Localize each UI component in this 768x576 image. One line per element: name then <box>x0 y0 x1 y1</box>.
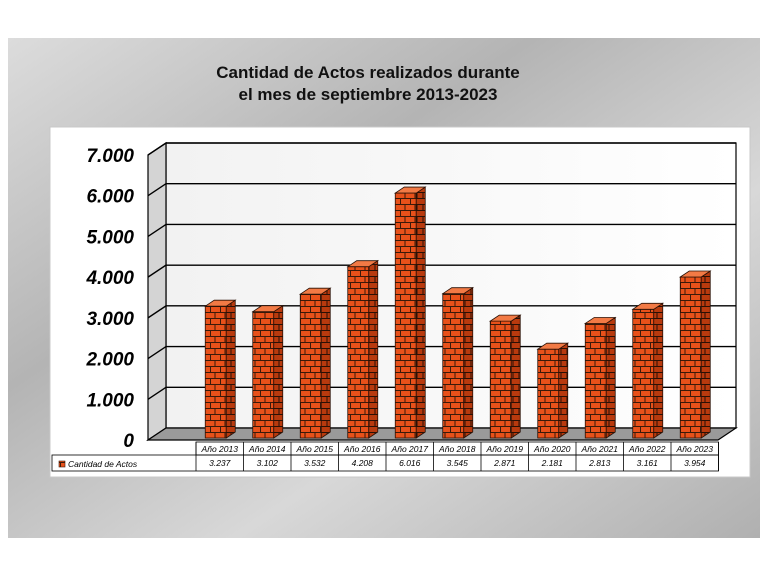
legend-key: Cantidad de Actos <box>58 459 138 469</box>
category-label: Año 2022 <box>628 444 666 454</box>
bar-side <box>273 304 284 439</box>
bar <box>583 316 617 439</box>
category-label: Año 2017 <box>391 444 429 454</box>
bar <box>346 259 380 439</box>
bar-top <box>203 299 237 307</box>
bar <box>631 302 665 439</box>
bar-front <box>584 323 607 439</box>
y-tick-label: 5.000 <box>86 227 134 248</box>
bar <box>393 186 427 439</box>
bar-front <box>394 192 417 439</box>
category-label: Año 2018 <box>438 444 476 454</box>
value-label: 3.954 <box>684 458 706 468</box>
bar-side <box>225 299 236 439</box>
gridline-side <box>147 345 167 360</box>
category-label: Año 2023 <box>676 444 714 454</box>
gridline-side <box>147 142 167 156</box>
bar-front <box>252 311 275 439</box>
bar-top <box>678 270 712 278</box>
y-tick-label: 2.000 <box>85 350 134 371</box>
category-label: Año 2019 <box>486 444 524 454</box>
value-label: 3.545 <box>447 458 469 468</box>
category-label: Año 2014 <box>248 444 286 454</box>
gridline-side <box>147 183 167 197</box>
gridline-side <box>147 264 167 278</box>
bar-front <box>537 348 560 439</box>
category-label: Año 2016 <box>343 444 381 454</box>
bar-side <box>605 316 616 439</box>
bar <box>251 304 285 439</box>
value-label: 4.208 <box>352 458 374 468</box>
legend-swatch <box>58 460 66 468</box>
data-table: Cantidad de Actos Año 2013 3.237 Año 2014 3… <box>51 441 719 472</box>
bar-top <box>441 287 475 295</box>
bar-front <box>204 305 227 439</box>
bar-side <box>558 342 569 439</box>
bar <box>536 342 570 439</box>
bar <box>203 299 237 439</box>
bar <box>298 287 332 439</box>
gridline-side <box>147 223 167 238</box>
category-label: Año 2020 <box>533 444 571 454</box>
value-label: 3.102 <box>257 458 279 468</box>
value-label: 2.871 <box>493 458 516 468</box>
bar-side <box>510 314 521 439</box>
bar-side <box>415 186 426 439</box>
gridline-side <box>147 305 167 319</box>
y-tick-label: 4.000 <box>85 268 134 289</box>
bar-top <box>393 186 427 194</box>
gridline-side <box>147 386 167 400</box>
y-tick-label: 7.000 <box>86 146 134 167</box>
category-label: Año 2021 <box>581 444 619 454</box>
y-tick-label: 6.000 <box>86 187 134 208</box>
bar <box>441 286 475 439</box>
value-label: 2.181 <box>541 458 564 468</box>
value-label: 3.532 <box>304 458 326 468</box>
category-label: Año 2013 <box>201 444 239 454</box>
bar-side <box>700 270 711 439</box>
bar-top <box>631 302 665 310</box>
value-label: 2.813 <box>588 458 611 468</box>
legend-label: Cantidad de Actos <box>68 459 138 469</box>
value-label: 3.161 <box>637 458 659 468</box>
y-tick-label: 0 <box>123 431 134 452</box>
y-tick-label: 3.000 <box>86 309 134 330</box>
bar-top <box>583 317 617 324</box>
bar-top <box>251 305 285 313</box>
bar-front <box>442 293 465 439</box>
chart-title-line1: Cantidad de Actos realizados durante <box>216 63 520 82</box>
y-axis-labels: 0 1.000 2.000 3.000 4.000 5.000 6.000 7.000 <box>85 146 134 452</box>
bar-side <box>320 287 331 439</box>
y-tick-label: 1.000 <box>86 390 134 411</box>
bar-front <box>632 308 655 439</box>
chart-title-line2: el mes de septiembre 2013-2023 <box>239 85 498 104</box>
bar-top <box>298 287 332 295</box>
value-label: 6.016 <box>399 458 421 468</box>
bar-side <box>368 259 379 439</box>
bar-front <box>679 276 702 439</box>
bar <box>678 270 712 439</box>
category-label: Año 2015 <box>296 444 334 454</box>
bar-front <box>347 266 370 439</box>
bars <box>203 186 712 439</box>
bar-side <box>653 302 664 439</box>
bar <box>488 314 522 439</box>
bar-top <box>536 342 570 350</box>
bar-top <box>346 260 380 268</box>
value-label: 3.237 <box>209 458 231 468</box>
bar-front <box>299 293 322 439</box>
bar-top <box>488 314 522 322</box>
plot-side-wall <box>147 141 167 442</box>
bar-front <box>489 320 512 439</box>
bar-side <box>463 286 474 439</box>
